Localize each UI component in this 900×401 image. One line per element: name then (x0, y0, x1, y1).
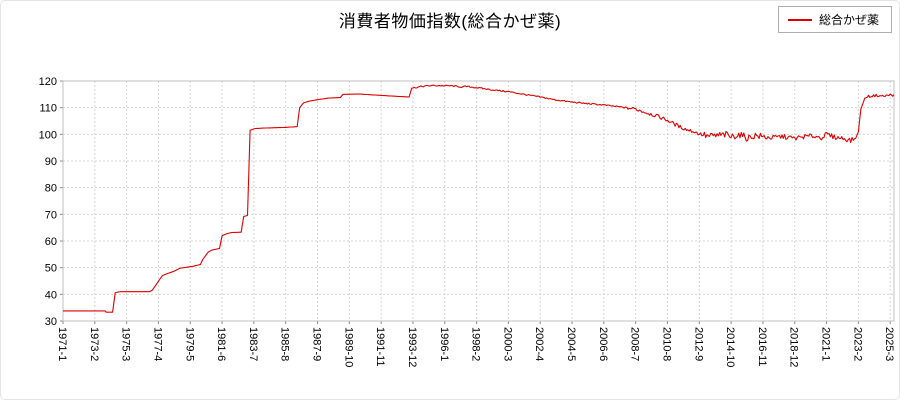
legend-line-sample (787, 18, 812, 21)
x-tick-label: 2018-12 (788, 327, 800, 367)
x-tick-label: 1971-1 (56, 327, 68, 361)
series (63, 84, 895, 313)
y-tick-label: 90 (45, 156, 57, 168)
x-tick-label: 2023-2 (851, 327, 863, 361)
x-tick-label: 2002-4 (533, 327, 545, 361)
y-tick-label: 100 (39, 129, 57, 141)
legend-box: 総合かぜ薬 (777, 6, 892, 33)
y-tick-label: 50 (45, 263, 57, 275)
x-tick-label: 1979-5 (183, 327, 195, 361)
y-tick-label: 70 (45, 209, 57, 221)
x-tick-label: 1998-2 (470, 327, 482, 361)
x-tick-label: 2014-10 (724, 327, 736, 367)
y-tick-label: 60 (45, 236, 57, 248)
gridlines (60, 80, 895, 324)
x-tick-label: 1989-10 (342, 327, 354, 367)
axis-labels: 30 40 50 60 70 80 90 100 110 120 1971-1 1973-2 1975-… (39, 76, 896, 367)
x-tick-label: 1985-8 (279, 327, 291, 361)
x-tick-label: 2006-6 (597, 327, 609, 361)
x-tick-label: 2012-9 (692, 327, 704, 361)
x-tick-label: 1973-2 (88, 327, 100, 361)
x-tick-label: 2000-3 (501, 327, 513, 361)
series-line (63, 84, 895, 313)
x-tick-label: 1987-9 (311, 327, 323, 361)
x-tick-label: 1993-12 (406, 327, 418, 367)
y-tick-label: 30 (45, 316, 57, 328)
x-tick-label: 2010-8 (660, 327, 672, 361)
x-tick-label: 1977-4 (151, 327, 163, 361)
x-tick-label: 2016-11 (756, 327, 768, 367)
chart-title: 消費者物価指数(総合かぜ薬) (338, 12, 562, 31)
x-tick-label: 2004-5 (565, 327, 577, 361)
x-tick-label: 1991-11 (374, 327, 386, 367)
y-tick-label: 120 (39, 76, 57, 88)
x-tick-label: 2008-7 (629, 327, 641, 361)
y-tick-label: 110 (39, 103, 57, 115)
x-tick-label: 2025-3 (883, 327, 895, 361)
y-tick-label: 80 (45, 183, 57, 195)
legend-label: 総合かぜ薬 (818, 13, 879, 27)
x-tick-label: 1983-7 (247, 327, 259, 361)
x-tick-label: 1975-3 (120, 327, 132, 361)
x-tick-label: 2021-1 (820, 327, 832, 361)
x-tick-label: 1996-1 (438, 327, 450, 361)
x-tick-label: 1981-6 (215, 327, 227, 361)
y-tick-label: 40 (45, 289, 57, 301)
